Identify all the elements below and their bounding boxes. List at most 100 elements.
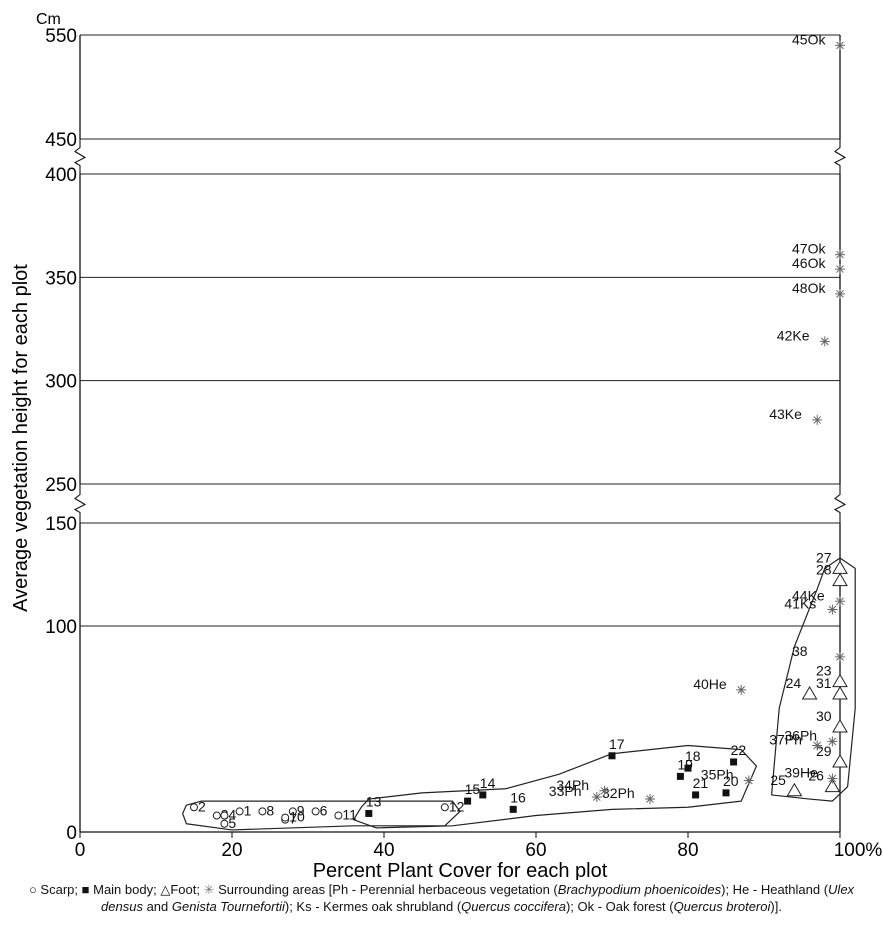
point-label: 31 [816,675,832,691]
y-tick-label: 400 [45,165,77,186]
point-label: 7 [289,811,297,827]
y-tick-label: 450 [45,130,77,151]
scarp-point [258,807,267,816]
point-label: 32Ph [602,785,635,801]
species-brachypodium: Brachypodium phoenicoides [557,882,722,897]
point-label: 23 [816,663,832,679]
y-tick-label: 100 [45,617,77,638]
axis-break-marker [73,139,87,174]
main-body-point [684,764,692,772]
x-tick-label: 100% [834,840,883,861]
point-label: 45Ok [792,31,826,47]
y-tick-label: 150 [45,514,77,535]
foot-point [832,685,848,700]
x-tick-label: 80 [677,840,698,861]
foot-legend-marker: △ [160,882,171,897]
point-label: 21 [693,775,709,791]
point-label: 29 [816,743,832,759]
point-label: 6 [320,802,328,818]
caption-and: and [142,898,172,914]
scarp-point [440,803,449,812]
point-label: 20 [723,773,739,789]
point-label: 34Ph [556,777,589,793]
foot-point [832,572,848,587]
main-body-legend-label: Main body; [93,882,157,897]
main-body-point [509,805,517,813]
chart: Cm 0 100 150 250 300 350 400 450 550 0 20 40 60 80 100%… [10,11,883,880]
foot-point [824,778,841,793]
legend-caption: ○ Scarp; ■ Main body; △Foot; ✳ Surroundi… [10,882,873,915]
point-label: 36Ph [784,727,817,743]
x-tick-label: 40 [373,840,394,861]
main-body-point [479,791,487,799]
surrounding-point [736,684,747,695]
main-body-point [676,772,684,780]
point-label: 5 [228,815,236,831]
surrounding-point [835,249,845,260]
surrounding-point [599,785,610,796]
surrounding-point [827,736,838,747]
scarp-point [281,813,290,822]
point-label: 42Ke [777,327,810,343]
main-body-point [730,758,738,766]
scarp-point [288,807,297,816]
surrounding-legend-label: Surrounding areas [Ph - Perennial herbac… [218,882,558,897]
foot-point [832,673,848,688]
point-label: 12 [449,798,465,814]
surrounding-point [827,604,838,615]
scarp-point [220,819,229,828]
foot-point [832,560,848,574]
scarp-series: 123456789101112 [190,798,465,831]
surrounding-point [812,414,823,425]
point-label: 9 [297,802,305,818]
point-label: 22 [731,742,747,758]
scarp-point [311,807,320,816]
main-body-point [722,789,730,797]
point-label: 1 [244,802,252,818]
surrounding-point [812,740,823,751]
axis-break-marker [73,484,87,523]
axis-break-marker [833,484,847,523]
scarp-point [190,803,198,812]
point-label: 47Ok [792,241,826,257]
main-body-group-outline [353,744,757,829]
point-label: 41Ks [784,596,816,612]
point-label: 44Ke [792,587,825,603]
surrounding-legend-marker: ✳ [203,882,215,897]
surrounding-point [819,336,830,347]
point-label: 11 [342,807,357,823]
point-label: 35Ph [701,767,734,783]
x-tick-label: 20 [221,840,242,861]
point-label: 13 [366,793,382,809]
foot-point [801,685,818,700]
point-label: 25 [770,772,786,788]
caption-he-prefix: ); He - Heathland ( [721,882,829,897]
species-quercus-coccifera: Quercus coccifera [461,898,566,914]
y-unit-label: Cm [36,11,61,28]
species-quercus-broteroi: Quercus broteroi [673,898,771,914]
y-axis-title: Average vegetation height for each plot [10,264,32,612]
main-body-point [464,797,472,805]
scarp-legend-label: Scarp; [40,882,78,897]
y-tick-label: 350 [45,268,77,289]
surrounding-point [835,596,845,607]
point-label: 40He [693,676,727,692]
surrounding-point [835,288,845,299]
point-label: 30 [816,708,832,724]
point-label: 10 [289,809,305,825]
axis-break-marker [833,139,847,174]
main-body-point [365,809,373,817]
point-label: 48Ok [792,280,826,296]
point-label: 17 [609,736,625,752]
point-label: 8 [266,802,274,818]
point-label: 37Ph [769,731,802,747]
main-body-point [608,752,616,760]
point-label: 46Ok [792,255,826,271]
foot-point [786,782,803,797]
scarp-point [220,811,229,820]
surrounding-point [835,40,845,51]
y-tick-label: 0 [66,823,77,844]
